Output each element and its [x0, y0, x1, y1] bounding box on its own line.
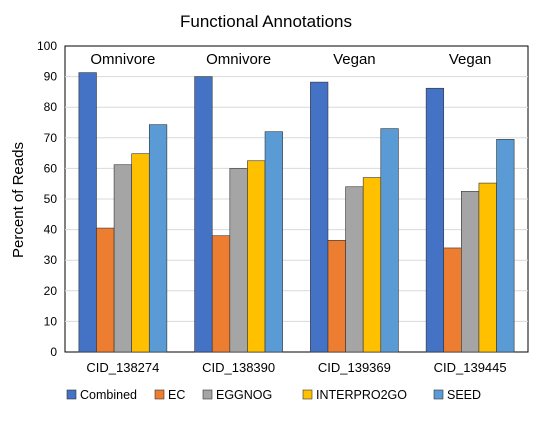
chart-title: Functional Annotations	[180, 12, 352, 31]
x-tick-label: CID_139369	[318, 360, 391, 375]
x-tick-label: CID_139445	[434, 360, 507, 375]
y-tick-label: 100	[37, 39, 57, 53]
y-tick-label: 0	[50, 345, 57, 359]
y-axis-label: Percent of Reads	[10, 142, 27, 258]
bar-interpro2go-0	[131, 153, 150, 353]
y-tick-label: 30	[44, 253, 58, 267]
x-axis-categories: CID_138274 CID_138390 CID_139369 CID_139445	[86, 360, 506, 375]
bar-combined-2	[310, 81, 329, 353]
legend-label-combined: Combined	[80, 388, 137, 402]
legend-label-seed: SEED	[447, 388, 481, 402]
legend-swatch-interpro2go	[302, 389, 313, 400]
y-tick-label: 40	[44, 223, 58, 237]
bar-seed-2	[380, 128, 399, 353]
legend-swatch-eggnog	[202, 389, 213, 400]
bar-ec-0	[96, 227, 115, 353]
y-tick-label: 90	[44, 70, 58, 84]
y-tick-label: 70	[44, 131, 58, 145]
y-tick-label: 80	[44, 100, 58, 114]
legend: Combined EC EGGNOG INTERPRO2GO SEED	[66, 388, 481, 402]
y-axis-ticks: 0 10 20 30 40 50 60 70 80 90 100	[37, 39, 57, 359]
y-tick-label: 60	[44, 161, 58, 175]
legend-label-interpro2go: INTERPRO2GO	[316, 388, 407, 402]
legend-label-ec: EC	[168, 388, 185, 402]
bar-seed-0	[148, 124, 168, 353]
bar-combined-1	[194, 76, 213, 353]
group-label: Omnivore	[206, 51, 271, 68]
bar-interpro2go-2	[362, 177, 382, 353]
bar-eggnog-1	[229, 168, 248, 353]
y-tick-label: 10	[44, 314, 58, 328]
bar-eggnog-3	[461, 191, 480, 353]
legend-label-eggnog: EGGNOG	[216, 388, 272, 402]
x-tick-label: CID_138274	[86, 360, 159, 375]
bar-ec-3	[443, 247, 462, 353]
bar-ec-2	[327, 240, 346, 353]
bar-eggnog-0	[113, 164, 132, 353]
y-tick-label: 20	[44, 284, 58, 298]
legend-swatch-combined	[66, 389, 77, 400]
x-tick-label: CID_138390	[202, 360, 275, 375]
group-label: Vegan	[333, 51, 376, 68]
bar-interpro2go-1	[247, 160, 266, 353]
bar-combined-3	[425, 87, 445, 353]
bar-interpro2go-3	[478, 182, 497, 353]
legend-swatch-seed	[433, 389, 444, 400]
bar-seed-3	[496, 139, 515, 353]
bars	[78, 72, 515, 353]
group-labels: Omnivore Omnivore Vegan Vegan	[90, 51, 491, 68]
group-label: Vegan	[449, 51, 492, 68]
legend-swatch-ec	[154, 389, 165, 400]
bar-eggnog-2	[345, 186, 364, 353]
group-label: Omnivore	[90, 51, 155, 68]
bar-combined-0	[78, 72, 97, 353]
y-tick-label: 50	[44, 192, 58, 206]
bar-seed-1	[264, 131, 283, 353]
bar-ec-1	[211, 235, 231, 353]
